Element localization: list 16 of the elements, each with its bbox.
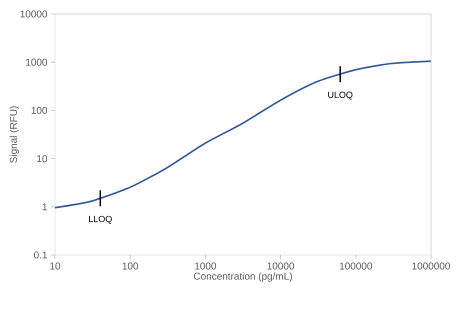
y-tick-label: 1 xyxy=(42,203,48,210)
x-tick-label: 1000000 xyxy=(412,262,450,270)
x-tick-label: 100000 xyxy=(340,262,372,270)
annotation: LLOQ xyxy=(89,216,112,224)
x-tick-label: 10000 xyxy=(268,262,294,270)
y-tick-label: 10000 xyxy=(20,10,48,18)
y-tick-label: 100 xyxy=(32,106,48,114)
x-tick-label: 10 xyxy=(50,262,60,270)
y-tick-label: 0.1 xyxy=(34,251,48,259)
annotation: ULOQ xyxy=(328,92,352,100)
y-axis-title: Signal (RFU) xyxy=(10,106,19,163)
x-tick-label: 1000 xyxy=(195,262,216,270)
y-tick-label: 1000 xyxy=(26,58,48,66)
x-axis-title: Concentration (pg/mL) xyxy=(194,272,292,282)
y-tick-label: 10 xyxy=(37,155,48,162)
x-tick-label: 100 xyxy=(122,262,138,270)
